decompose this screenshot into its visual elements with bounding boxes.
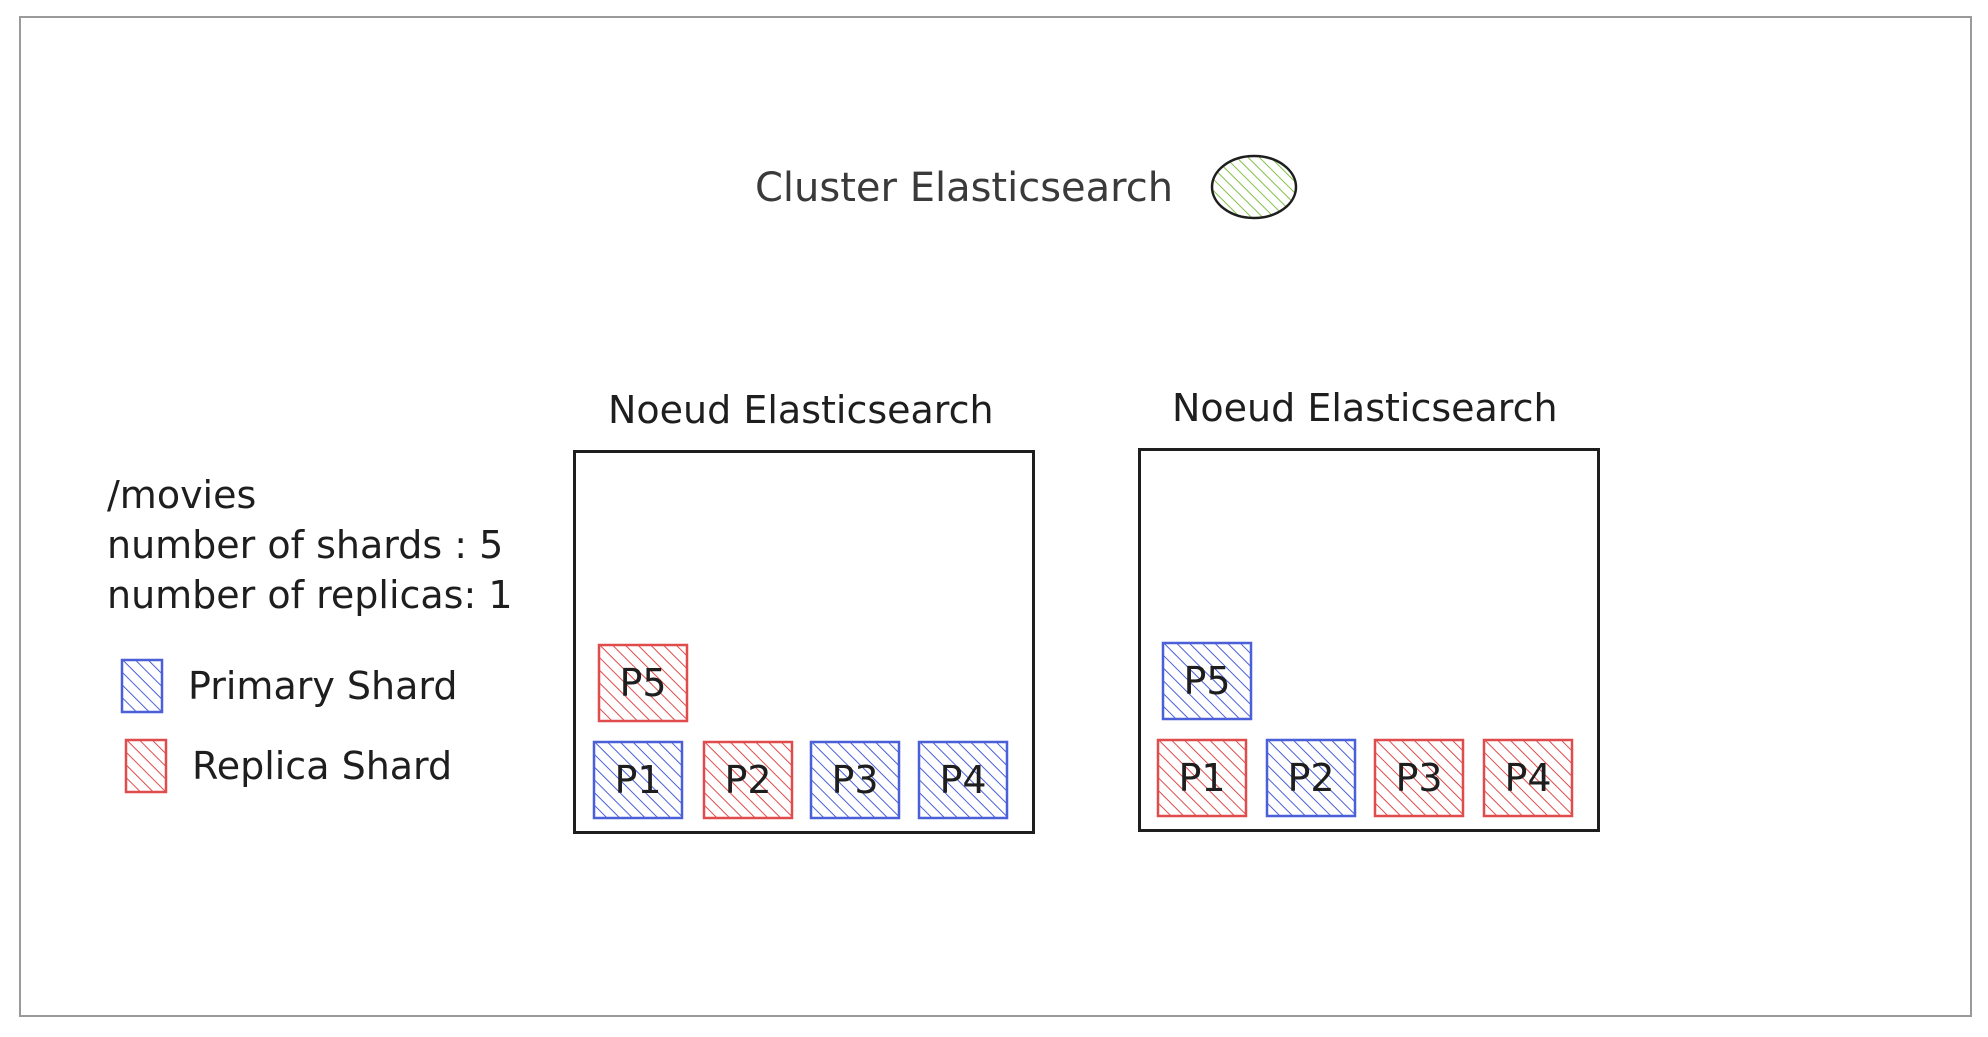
shard-label: P2 xyxy=(1287,756,1335,800)
index-info: /movies number of shards : 5 number of r… xyxy=(107,470,513,620)
shard-label: P2 xyxy=(724,758,772,802)
shard-label: P3 xyxy=(1395,756,1443,800)
node-1-box xyxy=(573,450,1035,834)
shard-label: P1 xyxy=(1178,756,1226,800)
cluster-health-dot xyxy=(1210,154,1298,220)
shard: P5 xyxy=(1161,641,1253,721)
shard-label: P1 xyxy=(614,758,662,802)
legend-primary-label: Primary Shard xyxy=(188,664,458,708)
shard: P4 xyxy=(1482,738,1574,818)
shard: P3 xyxy=(809,740,901,820)
node-2-title: Noeud Elasticsearch xyxy=(1172,386,1558,430)
replica-swatch-icon xyxy=(124,738,168,794)
index-replicas-count: number of replicas: 1 xyxy=(107,573,513,617)
legend-replica-label: Replica Shard xyxy=(192,744,453,788)
diagram-frame xyxy=(19,16,1972,1017)
shard: P4 xyxy=(917,740,1009,820)
shard: P2 xyxy=(702,740,794,820)
index-shards-count: number of shards : 5 xyxy=(107,523,504,567)
index-name: /movies xyxy=(107,473,257,517)
node-1-title: Noeud Elasticsearch xyxy=(608,388,994,432)
shard-label: P5 xyxy=(619,661,667,705)
node-2-box xyxy=(1138,448,1600,832)
shard-label: P3 xyxy=(831,758,879,802)
primary-swatch-icon xyxy=(120,658,164,714)
shard: P1 xyxy=(592,740,684,820)
cluster-title: Cluster Elasticsearch xyxy=(755,165,1174,211)
shard-label: P4 xyxy=(939,758,987,802)
shard-label: P5 xyxy=(1183,659,1231,703)
shard-label: P4 xyxy=(1504,756,1552,800)
shard: P2 xyxy=(1265,738,1357,818)
shard: P5 xyxy=(597,643,689,723)
shard: P3 xyxy=(1373,738,1465,818)
shard: P1 xyxy=(1156,738,1248,818)
